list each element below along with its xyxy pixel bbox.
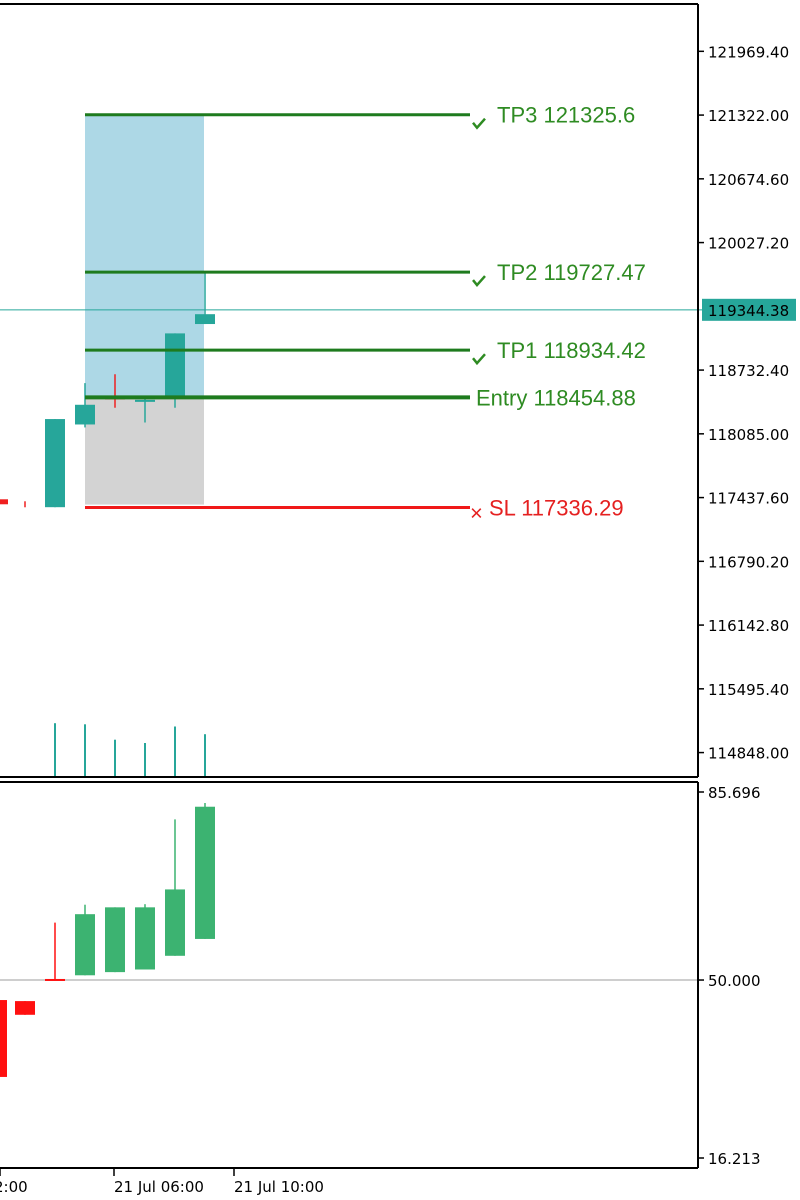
price-tick-label: 118085.00 <box>708 426 789 444</box>
price-candle <box>75 383 95 428</box>
indicator-tick-label: 50.000 <box>708 972 761 990</box>
current-price-badge: 119344.38 <box>702 298 796 321</box>
indicator-candle <box>0 1000 7 1077</box>
candle-body <box>75 404 95 425</box>
level-label: Entry 118454.88 <box>476 385 636 410</box>
price-tick-label: 117437.60 <box>708 490 789 508</box>
indicator-candle <box>135 904 155 970</box>
level-entry[interactable]: Entry 118454.88 <box>85 385 636 410</box>
indicator-tick-label: 85.696 <box>708 784 761 802</box>
price-pane[interactable]: TP3 121325.6 TP2 119727.47 TP1 118934.42 En… <box>0 3 702 778</box>
price-tick-label: 121969.40 <box>708 43 789 61</box>
time-tick-label: 21 Jul 06:00 <box>114 1178 204 1196</box>
level-tp3[interactable]: TP3 121325.6 <box>85 103 635 130</box>
level-sl[interactable]: × SL 117336.29 <box>85 496 624 526</box>
price-tick-label: 118732.40 <box>708 362 789 380</box>
price-tick-label: 114848.00 <box>708 745 789 763</box>
level-label: TP3 121325.6 <box>497 103 635 128</box>
indicator-pane[interactable] <box>0 781 700 1169</box>
candle-body <box>75 914 95 976</box>
profit-zone <box>85 114 204 398</box>
indicator-pane-background <box>0 782 698 1168</box>
price-candle <box>45 419 65 508</box>
candle-body <box>0 499 8 505</box>
check-icon <box>472 275 486 288</box>
time-axis: 2:00 21 Jul 06:00 21 Jul 10:00 <box>0 1168 324 1196</box>
price-axis: 121969.40 121322.00 120674.60 120027.20 1187… <box>698 43 789 763</box>
check-icon <box>472 117 486 130</box>
price-tick-label: 120027.20 <box>708 235 789 253</box>
candle-body <box>45 419 65 508</box>
indicator-tick-label: 16.213 <box>708 1150 761 1168</box>
candle-body <box>165 333 185 398</box>
price-tick-label: 116142.80 <box>708 617 789 635</box>
price-tick-label: 116790.20 <box>708 553 789 571</box>
indicator-candle <box>45 922 65 981</box>
candle-body <box>135 907 155 970</box>
price-tick-label: 120674.60 <box>708 171 789 189</box>
candle-body <box>195 314 215 325</box>
time-tick-label: 21 Jul 10:00 <box>234 1178 324 1196</box>
check-icon <box>472 353 486 366</box>
current-price-label: 119344.38 <box>708 302 789 320</box>
price-candle <box>195 272 215 325</box>
x-icon: × <box>470 501 483 526</box>
indicator-candle <box>15 1001 35 1015</box>
candle-body <box>105 907 125 973</box>
time-tick-label: 2:00 <box>0 1178 28 1196</box>
current-price-badge-background <box>702 298 796 321</box>
indicator-candle <box>105 907 125 973</box>
indicator-axis: 85.696 50.000 16.213 <box>698 784 761 1168</box>
candle-body <box>135 399 155 402</box>
candle-body <box>0 1000 7 1077</box>
level-tp2[interactable]: TP2 119727.47 <box>85 260 646 288</box>
price-tick-label: 121322.00 <box>708 107 789 125</box>
candle-body <box>45 978 65 981</box>
level-label: TP1 118934.42 <box>497 338 646 363</box>
level-label: SL 117336.29 <box>489 496 624 521</box>
candle-body <box>165 889 185 956</box>
price-tick-label: 115495.40 <box>708 681 789 699</box>
candle-body <box>195 806 215 939</box>
price-candle <box>135 395 155 423</box>
indicator-candle <box>195 803 215 939</box>
indicator-candle <box>75 904 95 976</box>
candle-body <box>15 1001 35 1015</box>
price-candle <box>0 499 26 508</box>
level-tp1[interactable]: TP1 118934.42 <box>85 338 646 366</box>
indicator-candle <box>165 819 185 956</box>
level-label: TP2 119727.47 <box>497 260 646 285</box>
